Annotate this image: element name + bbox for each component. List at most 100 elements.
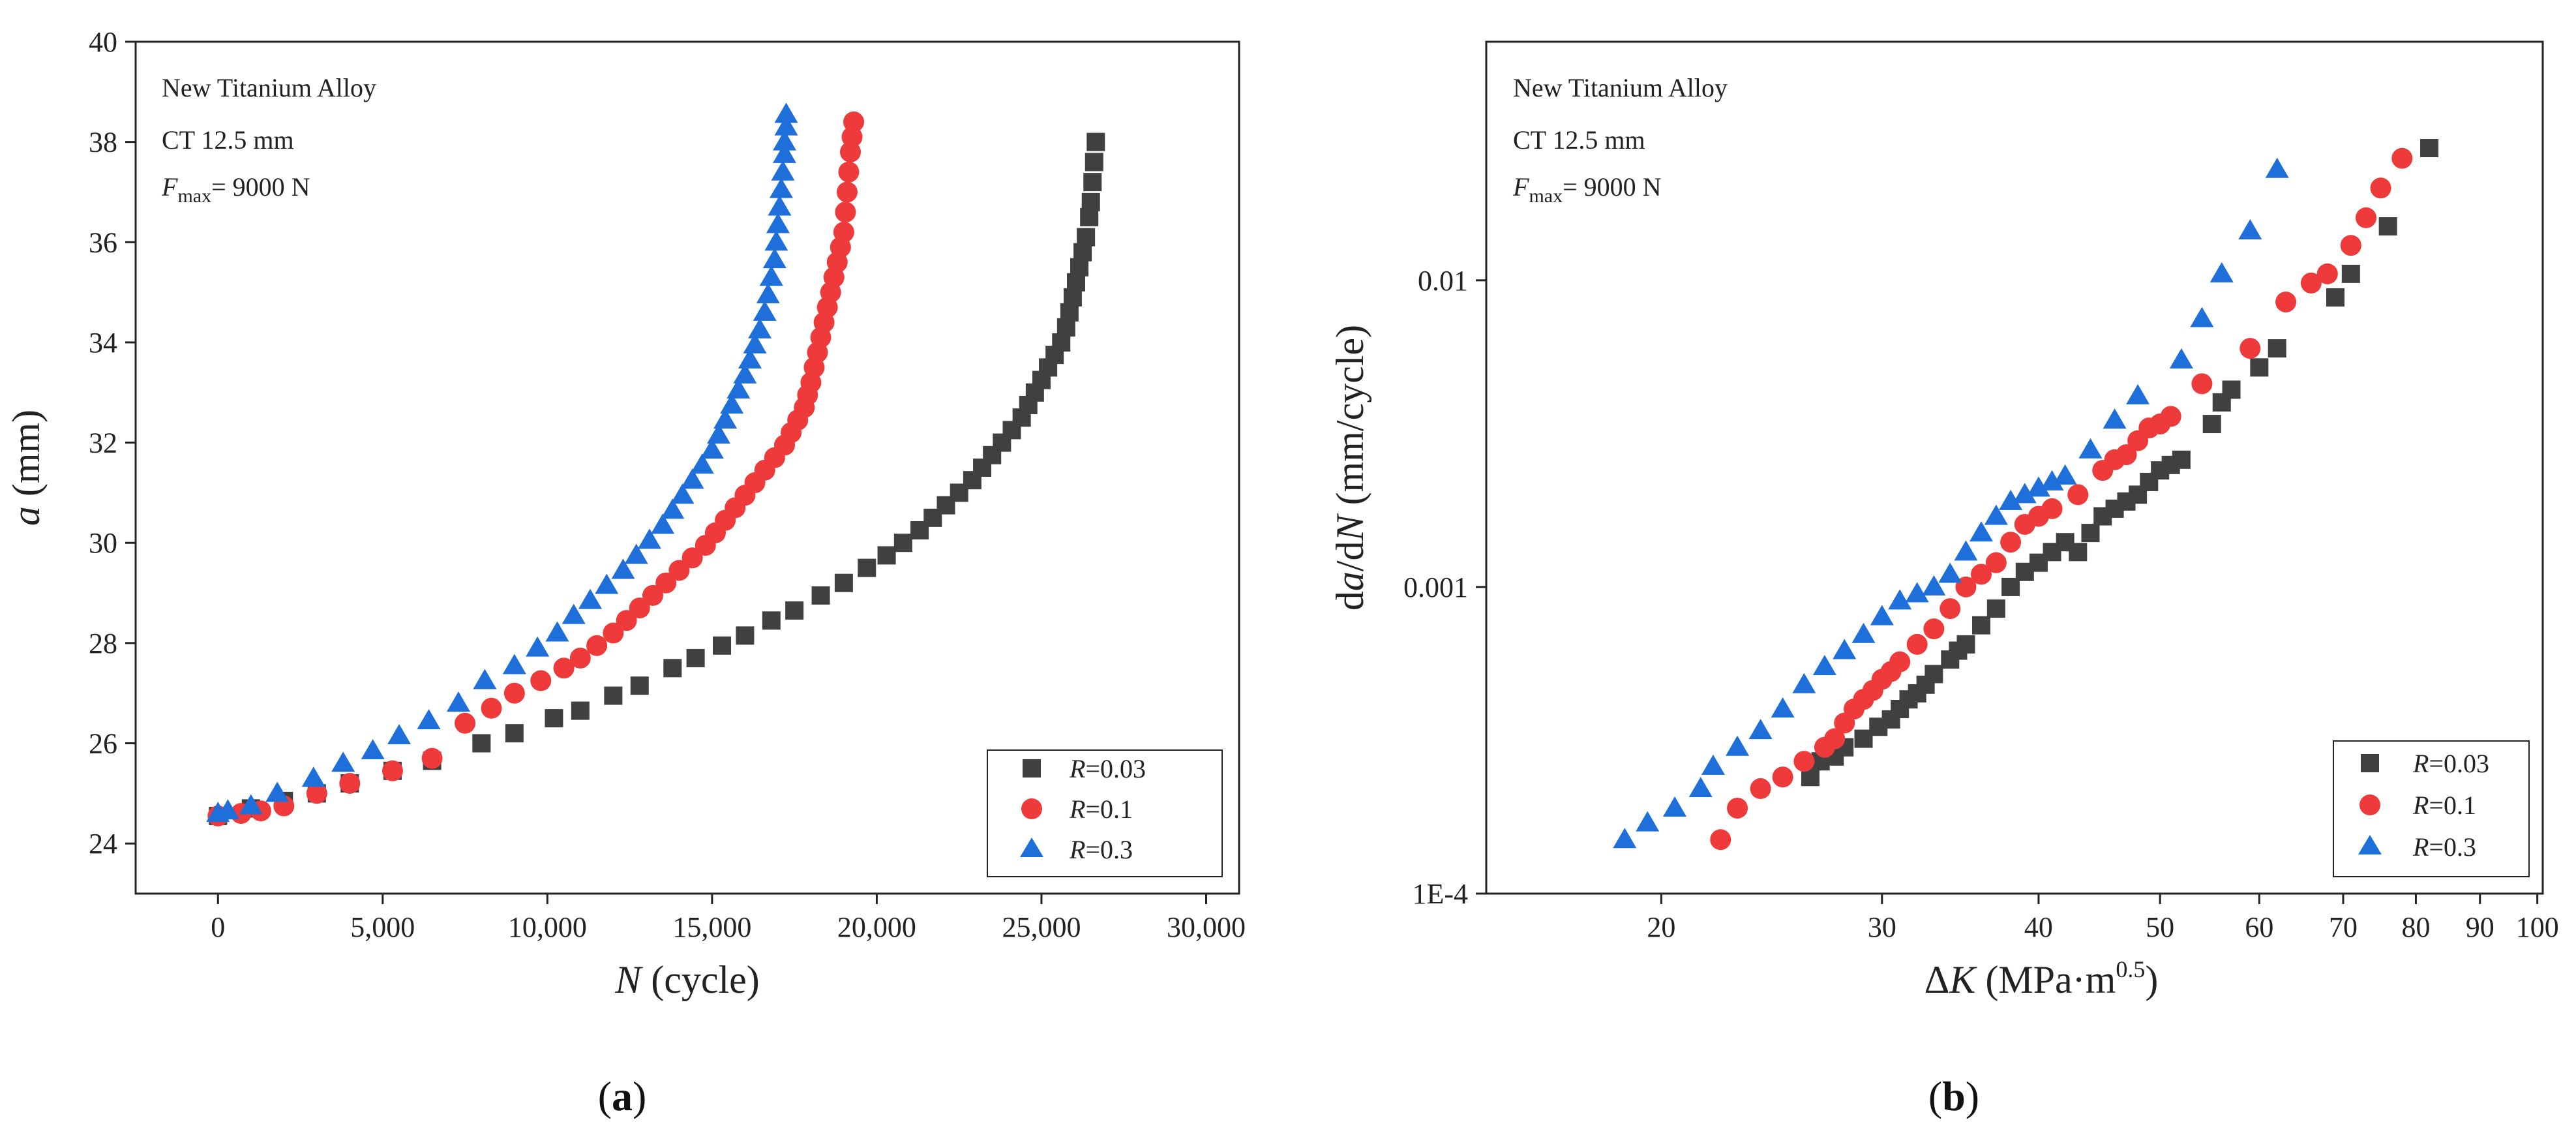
data-point [1939, 598, 1961, 620]
data-point [2209, 262, 2234, 282]
data-point [1772, 766, 1793, 788]
legend-label-r003-b: R=0.03 [2412, 749, 2489, 778]
x-tick-label: 15,000 [672, 911, 751, 943]
data-point [1971, 616, 1990, 635]
annotation-specimen-b: CT 12.5 mm [1513, 125, 1645, 155]
data-point [1812, 654, 1836, 675]
data-point [774, 115, 798, 136]
legend-label-r003-a: R=0.03 [1069, 754, 1146, 783]
x-tick-label: 60 [2245, 911, 2273, 943]
data-point [1083, 173, 1102, 192]
data-point [545, 621, 569, 642]
data-point [663, 659, 682, 678]
data-point [562, 603, 586, 624]
data-point [481, 697, 502, 719]
data-point [1793, 751, 1815, 772]
data-point [762, 248, 786, 269]
data-point [387, 724, 412, 745]
data-point [661, 498, 685, 519]
y-axis-ticks-b: 1E-4 0.001 0.01 [1403, 265, 1486, 910]
data-point [2341, 264, 2360, 283]
data-point [733, 363, 757, 384]
data-point [893, 534, 912, 552]
data-point [2172, 450, 2191, 469]
annotation-force-b: Fmax= 9000 N [1512, 172, 1662, 207]
data-point [1750, 778, 1771, 800]
data-point [834, 573, 853, 592]
data-point [2265, 157, 2289, 178]
data-point [1727, 797, 1748, 819]
annotation-force-a: Fmax= 9000 N [161, 172, 310, 207]
data-point [1077, 228, 1096, 247]
data-point [2013, 483, 2037, 504]
data-point [2081, 524, 2100, 543]
data-point [1748, 719, 1773, 740]
y-tick-label: 32 [89, 427, 117, 459]
data-point [1984, 504, 2008, 525]
data-point [833, 221, 854, 243]
data-point [1986, 599, 2005, 618]
data-point [265, 781, 290, 802]
data-point [571, 701, 590, 720]
data-point [1969, 521, 1993, 542]
data-point [2300, 272, 2322, 294]
data-point [216, 799, 240, 820]
data-point [2190, 307, 2214, 327]
x-axis-label-b: ΔK (MPa·m0.5) [1925, 956, 2159, 1001]
data-point [726, 378, 751, 399]
data-point [569, 647, 591, 669]
data-point [655, 572, 677, 594]
data-point [1085, 153, 1103, 172]
data-point [1985, 552, 2007, 573]
x-tick-label: 100 [2516, 911, 2559, 943]
data-point [1701, 754, 1725, 775]
data-point [771, 160, 795, 181]
legend-label-r03-b: R=0.3 [2412, 832, 2476, 862]
data-point [2268, 339, 2286, 358]
data-point [595, 573, 619, 594]
data-point [736, 626, 755, 645]
data-point [690, 453, 714, 474]
data-point [2000, 532, 2022, 553]
data-point [2316, 263, 2338, 284]
data-point [2053, 464, 2077, 485]
data-point [836, 181, 858, 203]
data-point [1922, 575, 1946, 596]
data-point [2391, 147, 2413, 169]
annotation-specimen-a: CT 12.5 mm [162, 125, 294, 155]
data-point [637, 528, 661, 549]
data-point [2239, 338, 2261, 359]
data-point [2202, 415, 2221, 434]
annotation-alloy-b: New Titanium Alloy [1513, 73, 1728, 102]
data-point [2116, 444, 2137, 466]
y-tick-label: 24 [89, 828, 117, 860]
data-point [2326, 288, 2344, 307]
data-point [772, 130, 796, 151]
data-point [713, 636, 732, 655]
data-point [748, 318, 772, 339]
data-point [530, 670, 552, 691]
data-point [2040, 470, 2064, 491]
series-R-0-3-b [1613, 157, 2289, 849]
plot-frame-a [134, 40, 1240, 895]
data-point [604, 686, 623, 705]
x-axis-ticks-b: 20 30 40 50 60 70 80 90 100 [1647, 894, 2559, 943]
data-point [624, 543, 648, 564]
data-point [706, 423, 730, 444]
data-point [2356, 207, 2377, 228]
legend-marker-r01-b [2359, 794, 2380, 815]
data-point [2275, 291, 2297, 312]
legend-marker-r01-a [1021, 798, 1042, 819]
data-point [642, 584, 663, 606]
legend-label-r03-a: R=0.3 [1069, 835, 1133, 864]
data-point [239, 794, 263, 815]
data-point [1824, 728, 1846, 749]
data-point [877, 546, 896, 565]
series-R-0-3-a [206, 102, 798, 823]
data-point [2340, 235, 2361, 256]
y-tick-label: 1E-4 [1412, 878, 1468, 910]
data-point [1923, 618, 1945, 640]
data-point [2078, 438, 2103, 459]
data-point [2169, 348, 2193, 369]
data-point [2238, 219, 2262, 239]
